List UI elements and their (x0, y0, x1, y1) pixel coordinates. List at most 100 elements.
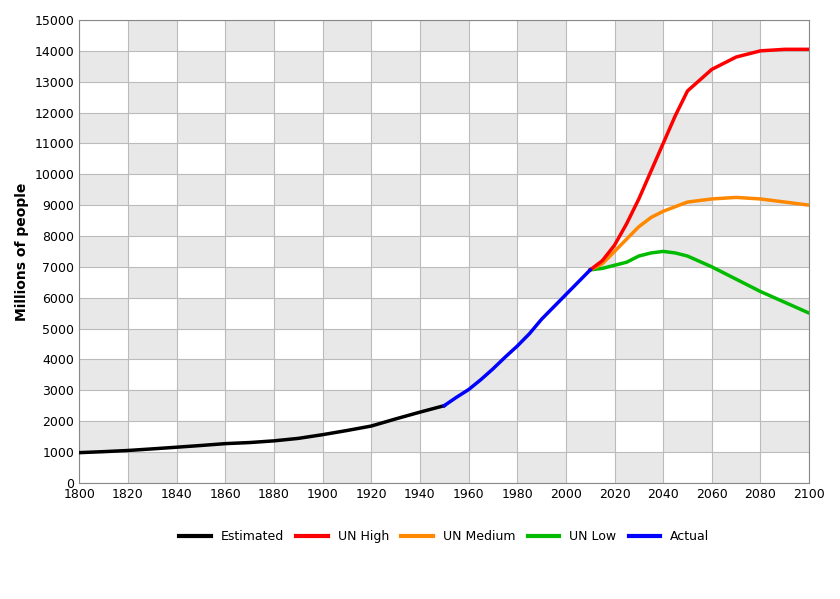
Bar (711, 421, 760, 452)
Bar (420, 421, 469, 452)
Bar (711, 267, 760, 298)
Bar (517, 81, 566, 113)
Bar (663, 391, 711, 421)
Bar (566, 267, 615, 298)
Bar (79, 359, 128, 391)
Bar (760, 267, 809, 298)
Bar (420, 236, 469, 267)
Bar (225, 452, 274, 483)
Bar (371, 51, 420, 81)
Bar (469, 236, 517, 267)
Bar (274, 174, 323, 205)
Bar (760, 143, 809, 174)
Bar (711, 81, 760, 113)
Bar (128, 328, 176, 359)
Bar (371, 174, 420, 205)
Y-axis label: Millions of people: Millions of people (15, 182, 29, 320)
Bar (469, 205, 517, 236)
Bar (469, 51, 517, 81)
Bar (274, 421, 323, 452)
Bar (371, 20, 420, 51)
Bar (711, 452, 760, 483)
Bar (711, 113, 760, 143)
Bar (323, 143, 371, 174)
Bar (79, 143, 128, 174)
Bar (371, 328, 420, 359)
Bar (323, 51, 371, 81)
Bar (176, 359, 225, 391)
Bar (323, 452, 371, 483)
Bar (79, 20, 128, 51)
Bar (517, 452, 566, 483)
Bar (760, 236, 809, 267)
Bar (274, 20, 323, 51)
Bar (566, 328, 615, 359)
Bar (128, 359, 176, 391)
Bar (176, 20, 225, 51)
Bar (663, 298, 711, 328)
Bar (711, 20, 760, 51)
Bar (517, 391, 566, 421)
Bar (176, 113, 225, 143)
Bar (371, 205, 420, 236)
Bar (176, 452, 225, 483)
Bar (469, 452, 517, 483)
Bar (711, 236, 760, 267)
Bar (760, 452, 809, 483)
Bar (176, 205, 225, 236)
Bar (615, 421, 663, 452)
Bar (225, 143, 274, 174)
Bar (711, 143, 760, 174)
Bar (420, 205, 469, 236)
Bar (225, 205, 274, 236)
Bar (371, 391, 420, 421)
Bar (225, 113, 274, 143)
Bar (371, 452, 420, 483)
Bar (79, 391, 128, 421)
Bar (711, 391, 760, 421)
Bar (274, 51, 323, 81)
Legend: Estimated, UN High, UN Medium, UN Low, Actual: Estimated, UN High, UN Medium, UN Low, A… (175, 525, 714, 548)
Bar (371, 298, 420, 328)
Bar (760, 174, 809, 205)
Bar (760, 205, 809, 236)
Bar (420, 391, 469, 421)
Bar (128, 236, 176, 267)
Bar (615, 391, 663, 421)
Bar (469, 328, 517, 359)
Bar (615, 298, 663, 328)
Bar (517, 359, 566, 391)
Bar (711, 174, 760, 205)
Bar (225, 81, 274, 113)
Bar (79, 81, 128, 113)
Bar (274, 205, 323, 236)
Bar (323, 298, 371, 328)
Bar (371, 359, 420, 391)
Bar (79, 236, 128, 267)
Bar (663, 359, 711, 391)
Bar (274, 113, 323, 143)
Bar (615, 267, 663, 298)
Bar (274, 298, 323, 328)
Bar (760, 328, 809, 359)
Bar (274, 452, 323, 483)
Bar (371, 81, 420, 113)
Bar (663, 81, 711, 113)
Bar (176, 81, 225, 113)
Bar (663, 20, 711, 51)
Bar (469, 113, 517, 143)
Bar (323, 113, 371, 143)
Bar (615, 205, 663, 236)
Bar (225, 51, 274, 81)
Bar (615, 236, 663, 267)
Bar (517, 51, 566, 81)
Bar (566, 236, 615, 267)
Bar (176, 421, 225, 452)
Bar (663, 236, 711, 267)
Bar (615, 81, 663, 113)
Bar (128, 113, 176, 143)
Bar (469, 143, 517, 174)
Bar (517, 421, 566, 452)
Bar (566, 51, 615, 81)
Bar (420, 359, 469, 391)
